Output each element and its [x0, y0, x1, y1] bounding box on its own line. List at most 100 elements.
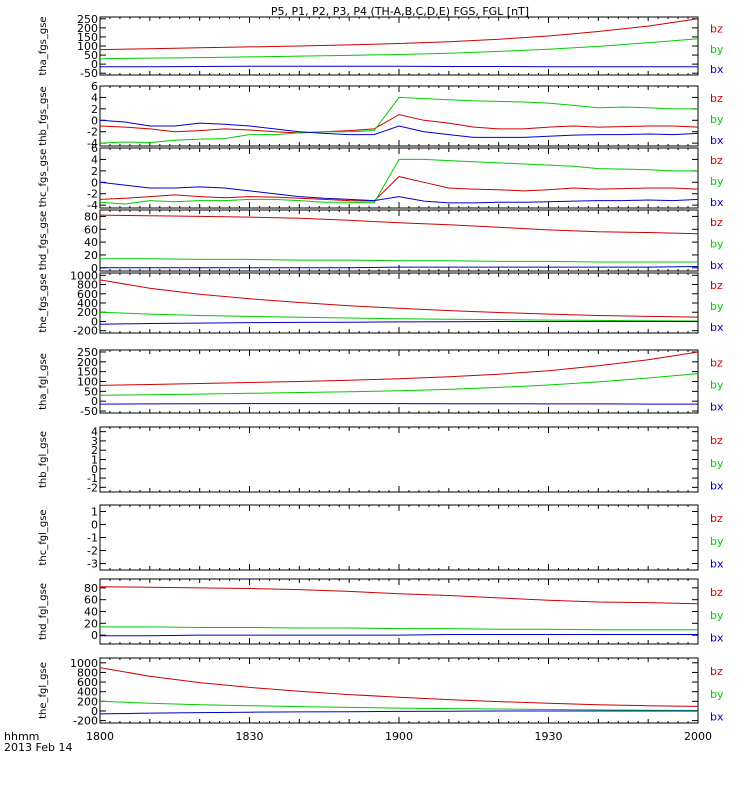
series-line-by — [100, 626, 698, 631]
y-tick-label: 0 — [91, 705, 98, 718]
legend-bx: bx — [710, 558, 724, 571]
legend-bz: bz — [710, 357, 723, 370]
y-axis-label: the_fgl_gse — [38, 662, 49, 719]
legend-bx: bx — [710, 259, 724, 272]
series-line-bz — [100, 18, 698, 51]
legend-by: by — [710, 300, 724, 313]
y-tick-label: -4 — [87, 137, 98, 150]
series-line-by — [100, 38, 698, 60]
y-tick-label: 600 — [77, 288, 98, 301]
y-tick-label: 20 — [84, 617, 98, 630]
series-line-bx — [100, 266, 698, 269]
y-axis-label: the_fgs_gse — [38, 273, 49, 332]
y-tick-label: 200 — [77, 306, 98, 319]
panel-frame — [99, 657, 699, 724]
panel-7: 10-1-2-3 thc_fgl_gse bz by bx — [38, 504, 724, 571]
series-line-bx — [100, 321, 698, 325]
y-axis-label: thc_fgs_gse — [38, 149, 49, 208]
legend-bz: bz — [710, 92, 723, 105]
legend-bz: bz — [710, 586, 723, 599]
series-line-bx — [100, 119, 698, 138]
y-tick-label: -50 — [80, 67, 98, 80]
y-tick-label: 60 — [84, 223, 98, 236]
y-tick-label: 200 — [77, 695, 98, 708]
y-tick-label: 60 — [84, 594, 98, 607]
legend-bx: bx — [710, 196, 724, 209]
y-axis-label: thc_fgl_gse — [38, 509, 49, 565]
y-tick-label: 200 — [77, 22, 98, 35]
y-tick-label: -2 — [87, 545, 98, 558]
y-tick-label: 400 — [77, 297, 98, 310]
series-line-bx — [100, 403, 698, 405]
y-tick-label: 1 — [91, 454, 98, 467]
x-tick-label: 1830 — [236, 730, 264, 743]
y-tick-label: 100 — [77, 40, 98, 53]
y-tick-label: -2 — [87, 126, 98, 139]
y-tick-label: 1000 — [70, 657, 98, 670]
legend-by: by — [710, 238, 724, 251]
y-tick-label: 40 — [84, 236, 98, 249]
y-tick-label: -1 — [87, 532, 98, 545]
y-tick-label: 100 — [77, 376, 98, 389]
y-tick-label: 3 — [91, 435, 98, 448]
x-tick-label: 2000 — [684, 730, 712, 743]
y-tick-label: 2 — [91, 103, 98, 116]
panel-frame — [99, 426, 699, 493]
series-line-bz — [100, 586, 698, 605]
panel-frame — [99, 272, 699, 334]
series-line-by — [100, 158, 698, 205]
series-line-bz — [100, 176, 698, 202]
y-tick-label: 20 — [84, 249, 98, 262]
y-tick-label: 150 — [77, 366, 98, 379]
y-tick-label: 4 — [91, 91, 98, 104]
legend-bx: bx — [710, 480, 724, 493]
y-tick-label: 40 — [84, 606, 98, 619]
legend-bz: bz — [710, 512, 723, 525]
y-tick-label: 1000 — [70, 269, 98, 282]
legend-by: by — [710, 175, 724, 188]
y-tick-label: 50 — [84, 49, 98, 62]
y-tick-label: 0 — [91, 395, 98, 408]
y-tick-label: 0 — [91, 58, 98, 71]
x-axis: 1800 1830 1900 1930 2000 — [86, 730, 712, 743]
legend-bz: bz — [710, 434, 723, 447]
series-line-by — [100, 96, 698, 144]
series-line-bz — [100, 351, 698, 386]
y-tick-label: 1 — [91, 506, 98, 519]
y-tick-label: 4 — [91, 153, 98, 166]
y-tick-label: -2 — [87, 481, 98, 494]
y-tick-label: -3 — [87, 558, 98, 571]
series-line-bx — [100, 634, 698, 637]
y-axis-label: tha_fgs_gse — [38, 16, 49, 75]
x-tick-label: 1800 — [86, 730, 114, 743]
series-line-bx — [100, 181, 698, 204]
y-axis-label: thd_fgs_gse — [38, 211, 49, 270]
x-tick-label: 1900 — [385, 730, 413, 743]
y-tick-label: 400 — [77, 686, 98, 699]
legend-by: by — [710, 113, 724, 126]
series-line-by — [100, 700, 698, 711]
series-line-bz — [100, 114, 698, 134]
y-tick-label: 4 — [91, 426, 98, 439]
series-line-bx — [100, 65, 698, 68]
y-tick-label: 0 — [91, 262, 98, 275]
legend-by: by — [710, 457, 724, 470]
y-tick-label: 6 — [91, 142, 98, 155]
legend-by: by — [710, 609, 724, 622]
y-tick-label: -4 — [87, 199, 98, 212]
legend-bz: bz — [710, 216, 723, 229]
y-tick-label: 200 — [77, 356, 98, 369]
legend-bx: bx — [710, 711, 724, 724]
y-tick-label: -200 — [73, 325, 98, 338]
series-line-bz — [100, 279, 698, 318]
legend-bx: bx — [710, 321, 724, 334]
panel-frame — [99, 85, 699, 147]
